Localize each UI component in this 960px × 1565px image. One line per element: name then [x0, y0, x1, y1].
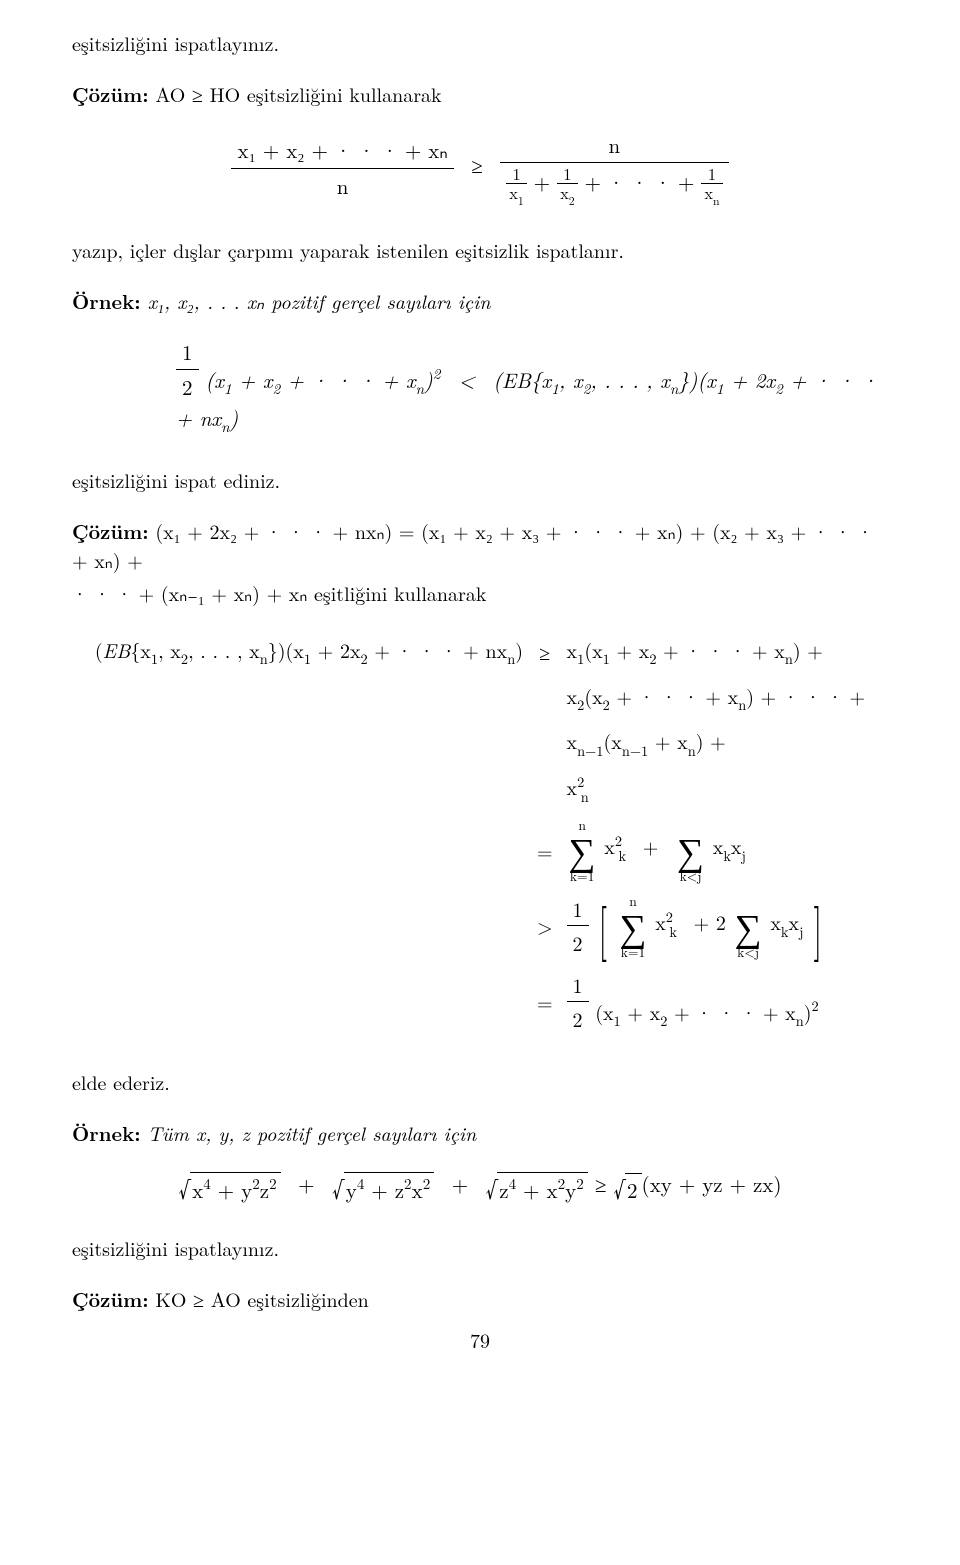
example-2-intro: Örnek: x₁, x₂, . . . xₙ pozitif gerçel s… — [72, 286, 888, 315]
example-3-text: Tüm x, y, z pozitif gerçel sayıları için — [141, 1118, 477, 1147]
al-r6: 1 2 [ n ∑ k=1 x2k + 2 ∑ k<j xkxj ] — [559, 888, 866, 964]
eq1-rhs-num: n — [500, 130, 728, 163]
label-ornek-2: Örnek: — [72, 1118, 141, 1147]
al-r5: n ∑ k=1 x2k + ∑ k<j xkxj — [559, 812, 866, 888]
display-eq-sqrt: √x4 + y2z2 + √y4 + z2x2 + √z4 + x2y2 ≥ √… — [72, 1169, 888, 1205]
solution-1-text: AO ≥ HO eşitsizliğini kullanarak — [149, 79, 442, 108]
solution-2-line-a: (x₁ + 2x₂ + · · · + nxₙ) = (x₁ + x₂ + x₃… — [72, 516, 873, 574]
eq2-half-num: 1 — [176, 337, 199, 370]
example-3-intro: Örnek: Tüm x, y, z pozitif gerçel sayıla… — [72, 1118, 888, 1147]
solution-1-intro: Çözüm: AO ≥ HO eşitsizliğini kullanarak — [72, 79, 888, 108]
display-eq-am-hm: x₁ + x₂ + · · · + xₙ n ≥ n 1x1 + 1x2 + ·… — [72, 130, 888, 207]
example-2-text: x₁, x₂, . . . xₙ pozitif gerçel sayıları… — [141, 286, 491, 315]
solution-2-intro: Çözüm: (x₁ + 2x₂ + · · · + nxₙ) = (x₁ + … — [72, 516, 888, 574]
al-rel-eq1: = — [531, 812, 559, 888]
eq1-lhs-num: x₁ + x₂ + · · · + xₙ — [231, 135, 453, 168]
eq3-tail: (xy + yz + zx) — [642, 1169, 782, 1199]
line-elde-ederiz: elde ederiz. — [72, 1067, 888, 1096]
line-prove-inequality-3: eşitsizliğini ispatlayınız. — [72, 1233, 888, 1262]
al-rel-1: ≥ — [531, 629, 559, 675]
solution-3-intro: Çözüm: KO ≥ AO eşitsizliğinden — [72, 1284, 888, 1313]
label-cozum: Çözüm: — [72, 79, 149, 108]
eq2-body: (x1 + x2 + · · · + xn)2 < (EB{x1, x2, . … — [176, 365, 877, 433]
solution-3-text: KO ≥ AO eşitsizliğinden — [149, 1284, 369, 1313]
page-number: 79 — [72, 1325, 888, 1354]
eq3-rel: ≥ — [595, 1169, 614, 1199]
eq1-lhs-den: n — [231, 169, 453, 201]
label-cozum-2: Çözüm: — [72, 516, 149, 545]
al-rel-gt: > — [531, 888, 559, 964]
al-r1: x1(x1 + x2 + · · · + xn) + — [559, 629, 866, 675]
solution-2-line-b: · · · + (xₙ₋₁ + xₙ) + xₙ eşitliğini kull… — [72, 578, 888, 607]
al-r3: xn−1(xn−1 + xn) + — [559, 720, 866, 766]
al-r7: 1 2 (x1 + x2 + · · · + xn)2 — [559, 964, 866, 1039]
line-cross-multiply: yazıp, içler dışlar çarpımı yaparak iste… — [72, 235, 888, 264]
display-eq-eb: 1 2 (x1 + x2 + · · · + xn)2 < (EB{x1, x2… — [144, 337, 888, 437]
al-lhs: (EB{x1, x2, . . . , xn})(x1 + 2x2 + · · … — [95, 629, 531, 675]
line-prove-inequality: eşitsizliğini ispatlayınız. — [72, 28, 888, 57]
eq2-half-den: 2 — [176, 370, 199, 402]
al-r2: x2(x2 + · · · + xn) + · · · + — [559, 675, 866, 721]
eq1-rel: ≥ — [471, 150, 483, 180]
label-cozum-3: Çözüm: — [72, 1284, 149, 1313]
al-rel-eq2: = — [531, 964, 559, 1039]
aligned-derivation: (EB{x1, x2, . . . , xn})(x1 + 2x2 + · · … — [95, 629, 865, 1039]
eq1-rhs-den: 1x1 + 1x2 + · · · + 1xn — [500, 163, 728, 206]
line-prove-inequality-2: eşitsizliğini ispat ediniz. — [72, 465, 888, 494]
al-r4: x2n — [559, 766, 866, 812]
label-ornek: Örnek: — [72, 286, 141, 315]
